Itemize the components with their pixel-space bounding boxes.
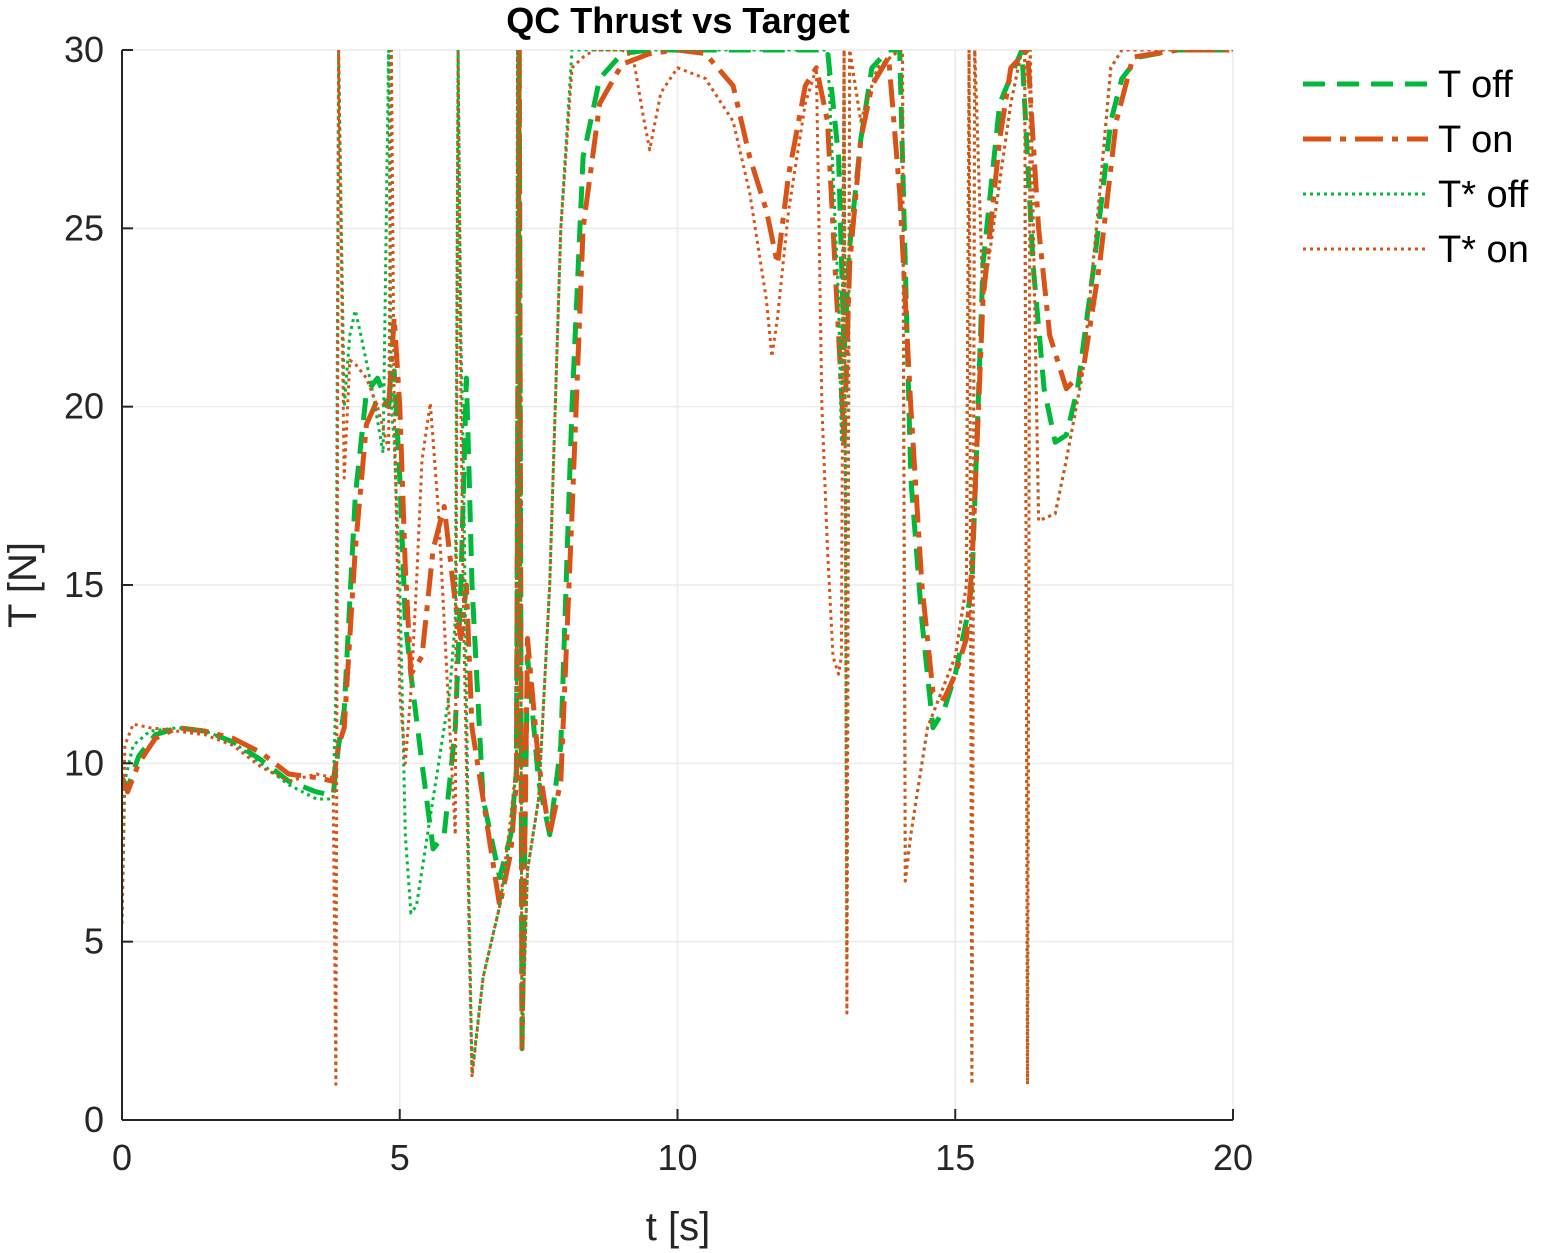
- legend-label: T* on: [1438, 229, 1529, 271]
- axes: [121, 49, 1234, 1121]
- chart-title: QC Thrust vs Target: [506, 0, 849, 41]
- y-tick-label: 0: [84, 1099, 104, 1140]
- tick-labels: 0 5 10 15 20 0 5 10 15 20 25 30: [64, 29, 1253, 1178]
- y-tick-label: 5: [84, 921, 104, 962]
- legend-label: T on: [1438, 119, 1513, 161]
- x-axis-label: t [s]: [646, 1205, 710, 1249]
- y-axis-label: T [N]: [1, 542, 45, 628]
- series-line-t-on: [122, 50, 1233, 1052]
- legend: T off T on T* off T* on: [1303, 64, 1529, 271]
- y-tick-label: 30: [64, 29, 104, 70]
- x-tick-label: 10: [657, 1137, 697, 1178]
- series-line-t-off: [122, 50, 1233, 1048]
- x-tick-label: 0: [112, 1137, 132, 1178]
- y-tick-label: 10: [64, 742, 104, 783]
- x-tick-label: 15: [935, 1137, 975, 1178]
- y-tick-label: 20: [64, 386, 104, 427]
- y-tick-label: 15: [64, 564, 104, 605]
- plot-area: [122, 50, 1233, 1086]
- x-tick-label: 20: [1213, 1137, 1253, 1178]
- legend-label: T off: [1438, 64, 1513, 106]
- y-tick-label: 25: [64, 207, 104, 248]
- x-tick-label: 5: [390, 1137, 410, 1178]
- legend-label: T* off: [1438, 174, 1529, 216]
